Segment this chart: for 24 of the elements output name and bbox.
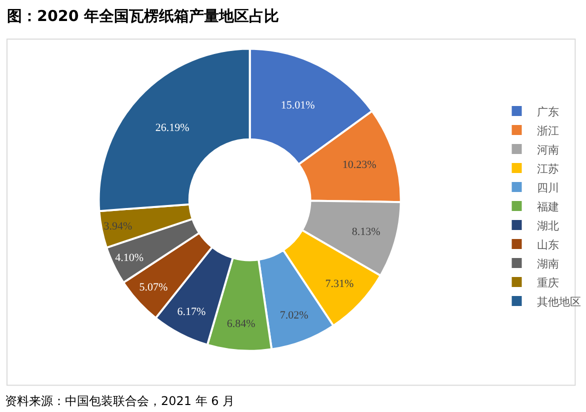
- legend-label: 福建: [536, 200, 559, 214]
- text: 资料来源：中国包装联合会，2021 年 6 月: [5, 394, 235, 408]
- data-label: 6.17%: [177, 306, 206, 318]
- legend-label: 湖南: [536, 257, 559, 270]
- data-label: 4.10%: [115, 252, 144, 264]
- data-label: 3.94%: [104, 220, 132, 232]
- data-label: 5.07%: [139, 282, 168, 294]
- legend-label: 浙江: [536, 124, 559, 138]
- data-label: 7.02%: [280, 310, 308, 322]
- data-label: 8.13%: [352, 226, 380, 238]
- legend-label: 河南: [536, 143, 559, 156]
- legend-label: 其他地区: [536, 295, 581, 308]
- legend-label: 四川: [536, 181, 559, 194]
- data-label: 7.31%: [325, 278, 354, 290]
- chart-title: 图：2020 年全国瓦楞纸箱产量地区占比: [7, 6, 280, 25]
- data-label: 26.19%: [155, 122, 190, 134]
- legend-label: 广东: [536, 105, 559, 118]
- legend-label: 江苏: [536, 162, 559, 176]
- legend-label: 重庆: [536, 276, 559, 290]
- legend-label: 湖北: [536, 219, 559, 232]
- legend-label: 山东: [536, 238, 559, 252]
- data-label: 10.23%: [342, 159, 376, 172]
- data-label: 15.01%: [280, 100, 315, 112]
- data-label: 6.84%: [226, 318, 256, 330]
